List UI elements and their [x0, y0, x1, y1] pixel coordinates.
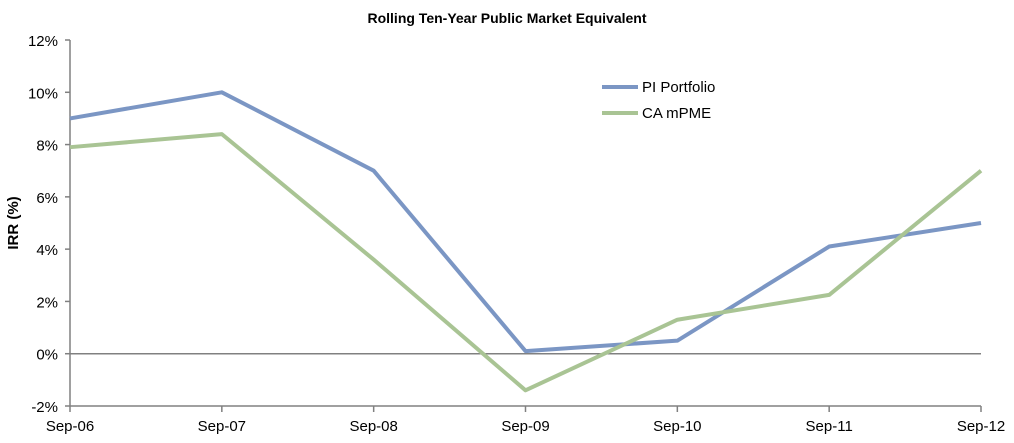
x-tick-label: Sep-09 — [501, 418, 549, 435]
y-tick-label: 4% — [36, 242, 58, 259]
x-tick-label: Sep-06 — [46, 418, 94, 435]
y-tick-label: 0% — [36, 347, 58, 364]
x-tick-label: Sep-10 — [653, 418, 701, 435]
legend-label: CA mPME — [642, 105, 711, 122]
y-tick-label: 6% — [36, 190, 58, 207]
y-tick-label: 10% — [28, 85, 58, 102]
series-line-pi-portfolio — [69, 90, 982, 354]
x-tick-label: Sep-12 — [957, 418, 1005, 435]
y-tick-label: 8% — [36, 138, 58, 155]
y-tick-label: -2% — [31, 399, 58, 416]
x-tick-label: Sep-08 — [349, 418, 397, 435]
legend-label: PI Portfolio — [642, 79, 715, 96]
x-tick-label: Sep-11 — [806, 418, 853, 435]
x-tick-label: Sep-07 — [198, 418, 246, 435]
y-axis-label: IRR (%) — [5, 196, 22, 249]
y-tick-label: 12% — [28, 33, 58, 50]
chart-title: Rolling Ten-Year Public Market Equivalen… — [367, 10, 646, 26]
y-tick-label: 2% — [36, 294, 58, 311]
